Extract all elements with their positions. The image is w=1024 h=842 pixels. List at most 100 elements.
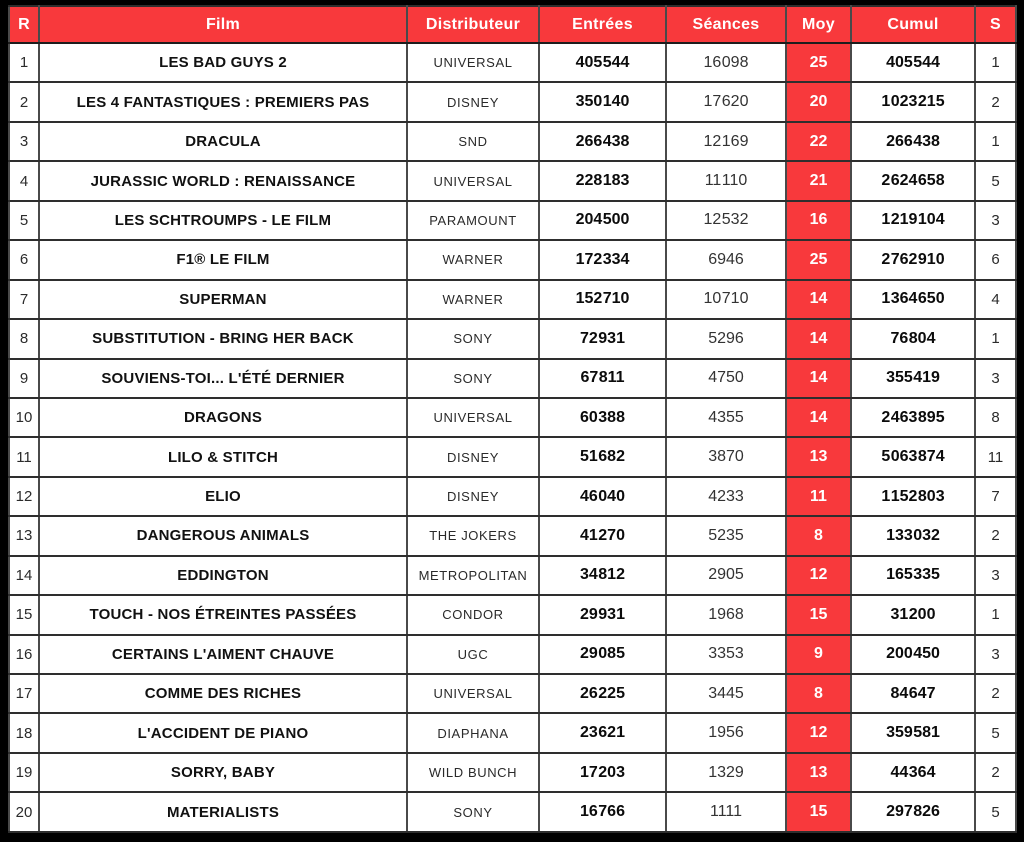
rank-cell: 9	[8, 357, 40, 399]
entries-cell: 16 766	[538, 791, 667, 833]
seances-cell: 3870	[665, 436, 787, 478]
seances-cell: 10 710	[665, 278, 787, 321]
seances-cell: 4355	[665, 396, 787, 439]
seances-cell: 6946	[665, 239, 787, 281]
moy-cell: 14	[785, 396, 852, 439]
seances-cell: 5296	[665, 318, 787, 360]
rank-cell: 12	[8, 475, 40, 518]
rank-cell: 19	[8, 751, 40, 794]
table-row: 5 LES SCHTROUMPS - LE FILM PARAMOUNT 204 50…	[8, 199, 1017, 242]
weeks-cell: 3	[974, 357, 1017, 399]
film-title-cell: LILO & STITCH	[38, 436, 408, 478]
seances-cell: 12 169	[665, 120, 787, 163]
rank-cell: 15	[8, 594, 40, 636]
moy-cell: 25	[785, 239, 852, 281]
moy-cell: 13	[785, 751, 852, 794]
table-row: 14 EDDINGTON METROPOLITAN 34 812 2905 12 165 3…	[8, 554, 1017, 597]
seances-cell: 1111	[665, 791, 787, 833]
cumul-cell: 2 762 910	[850, 239, 976, 281]
table-row: 10 DRAGONS UNIVERSAL 60 388 4355 14 2 463 895 8	[8, 396, 1017, 439]
seances-cell: 11 110	[665, 160, 787, 202]
cumul-cell: 1 152 803	[850, 475, 976, 518]
column-header-film: Film	[38, 5, 408, 44]
weeks-cell: 3	[974, 633, 1017, 676]
column-header-weeks: S	[974, 5, 1017, 44]
table-row: 8 SUBSTITUTION - BRING HER BACK SONY 72 931…	[8, 318, 1017, 360]
cumul-cell: 1 023 215	[850, 81, 976, 123]
entries-cell: 72 931	[538, 318, 667, 360]
entries-cell: 60 388	[538, 396, 667, 439]
entries-cell: 51 682	[538, 436, 667, 478]
film-title-cell: L'ACCIDENT DE PIANO	[38, 712, 408, 754]
seances-cell: 2905	[665, 554, 787, 597]
weeks-cell: 7	[974, 475, 1017, 518]
distributor-cell: UNIVERSAL	[406, 160, 540, 202]
weeks-cell: 8	[974, 396, 1017, 439]
seances-cell: 16 098	[665, 41, 787, 84]
weeks-cell: 3	[974, 199, 1017, 242]
table-row: 12 ELIO DISNEY 46 040 4233 11 1 152 803 7	[8, 475, 1017, 518]
film-title-cell: TOUCH - NOS ÉTREINTES PASSÉES	[38, 594, 408, 636]
table-body: 1 LES BAD GUYS 2 UNIVERSAL 405 544 16 098 25 4…	[8, 41, 1017, 833]
weeks-cell: 2	[974, 81, 1017, 123]
weeks-cell: 5	[974, 160, 1017, 202]
film-title-cell: LES SCHTROUMPS - LE FILM	[38, 199, 408, 242]
cumul-cell: 200 450	[850, 633, 976, 676]
distributor-cell: DISNEY	[406, 475, 540, 518]
cumul-cell: 405 544	[850, 41, 976, 84]
rank-cell: 2	[8, 81, 40, 123]
entries-cell: 23 621	[538, 712, 667, 754]
table-row: 18 L'ACCIDENT DE PIANO DIAPHANA 23 621 1956 1…	[8, 712, 1017, 754]
moy-cell: 13	[785, 436, 852, 478]
cumul-cell: 165 335	[850, 554, 976, 597]
distributor-cell: SONY	[406, 318, 540, 360]
box-office-ranking-table: R Film Distributeur Entrées Séances Moy Cumul S…	[8, 5, 1017, 833]
rank-cell: 13	[8, 515, 40, 557]
entries-cell: 266 438	[538, 120, 667, 163]
film-title-cell: F1® LE FILM	[38, 239, 408, 281]
film-title-cell: SOUVIENS-TOI... L'ÉTÉ DERNIER	[38, 357, 408, 399]
column-header-entrees: Entrées	[538, 5, 667, 44]
moy-cell: 14	[785, 357, 852, 399]
table-row: 19 SORRY, BABY WILD BUNCH 17 203 1329 13 44 36…	[8, 751, 1017, 794]
entries-cell: 405 544	[538, 41, 667, 84]
distributor-cell: PARAMOUNT	[406, 199, 540, 242]
header-row: R Film Distributeur Entrées Séances Moy Cumul S	[8, 5, 1017, 44]
table-row: 7 SUPERMAN WARNER 152 710 10 710 14 1 364 650 4	[8, 278, 1017, 321]
rank-cell: 16	[8, 633, 40, 676]
moy-cell: 8	[785, 672, 852, 715]
table-row: 20 MATERIALISTS SONY 16 766 1111 15 297 826 5	[8, 791, 1017, 833]
film-title-cell: LES 4 FANTASTIQUES : PREMIERS PAS	[38, 81, 408, 123]
weeks-cell: 4	[974, 278, 1017, 321]
table-row: 13 DANGEROUS ANIMALS THE JOKERS 41 270 5235 8…	[8, 515, 1017, 557]
film-title-cell: JURASSIC WORLD : RENAISSANCE	[38, 160, 408, 202]
moy-cell: 20	[785, 81, 852, 123]
rank-cell: 18	[8, 712, 40, 754]
cumul-cell: 5 063 874	[850, 436, 976, 478]
moy-cell: 14	[785, 278, 852, 321]
seances-cell: 4233	[665, 475, 787, 518]
table-header: R Film Distributeur Entrées Séances Moy Cumul S	[8, 5, 1017, 44]
distributor-cell: DIAPHANA	[406, 712, 540, 754]
moy-cell: 15	[785, 594, 852, 636]
film-title-cell: EDDINGTON	[38, 554, 408, 597]
seances-cell: 1956	[665, 712, 787, 754]
cumul-cell: 84 647	[850, 672, 976, 715]
distributor-cell: SONY	[406, 357, 540, 399]
rank-cell: 17	[8, 672, 40, 715]
rank-cell: 7	[8, 278, 40, 321]
entries-cell: 228 183	[538, 160, 667, 202]
rank-cell: 20	[8, 791, 40, 833]
seances-cell: 4750	[665, 357, 787, 399]
cumul-cell: 359 581	[850, 712, 976, 754]
moy-cell: 22	[785, 120, 852, 163]
rank-cell: 3	[8, 120, 40, 163]
cumul-cell: 1 219 104	[850, 199, 976, 242]
entries-cell: 350 140	[538, 81, 667, 123]
film-title-cell: MATERIALISTS	[38, 791, 408, 833]
cumul-cell: 2 463 895	[850, 396, 976, 439]
distributor-cell: WARNER	[406, 239, 540, 281]
table-row: 3 DRACULA SND 266 438 12 169 22 266 438 1	[8, 120, 1017, 163]
table-row: 9 SOUVIENS-TOI... L'ÉTÉ DERNIER SONY 67 811…	[8, 357, 1017, 399]
table-row: 6 F1® LE FILM WARNER 172 334 6946 25 2 762 910…	[8, 239, 1017, 281]
